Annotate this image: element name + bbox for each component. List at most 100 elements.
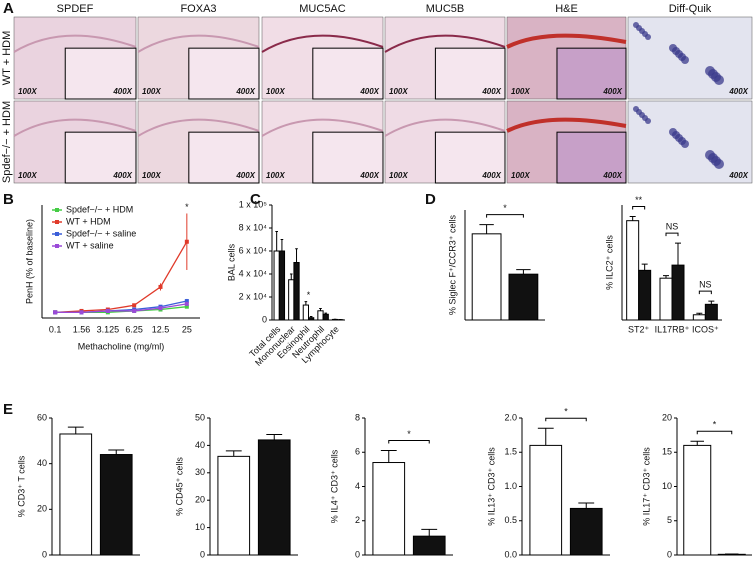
y-tick-label: 10 <box>662 481 672 491</box>
point <box>132 308 137 313</box>
point <box>105 308 110 313</box>
inset <box>434 131 506 184</box>
magnification: 100X <box>266 87 285 96</box>
bar <box>302 304 309 321</box>
magnification: 100X <box>266 171 285 180</box>
tissue <box>137 118 260 137</box>
magnification: 400X <box>359 171 379 180</box>
error-bar <box>289 273 293 280</box>
y-tick-label: 50 <box>195 412 205 422</box>
line <box>55 303 187 313</box>
y-tick-label: 20 <box>662 412 672 422</box>
magnification: 100X <box>18 171 37 180</box>
y-axis-title: % CD45⁺ cells <box>174 457 184 516</box>
y-tick-label: 0 <box>355 549 360 559</box>
tissue <box>137 34 260 53</box>
bar <box>659 277 673 321</box>
y-tick-label: 4 x 10⁴ <box>239 268 268 278</box>
x-tick-label: ICOS⁺ <box>692 324 719 334</box>
magnification: 400X <box>602 87 622 96</box>
y-tick-label: 40 <box>37 458 47 468</box>
magnification: 400X <box>112 171 132 180</box>
x-tick-label: ST2⁺ <box>628 324 650 334</box>
tissue <box>261 34 384 53</box>
y-tick-label: 1 x 10⁵ <box>239 199 268 209</box>
magnification: 400X <box>112 87 132 96</box>
column-header: MUC5AC <box>299 3 346 15</box>
x-tick-label: 3.125 <box>97 324 120 334</box>
bar <box>671 264 685 321</box>
magnification: 400X <box>728 87 748 96</box>
y-tick-label: 6 <box>355 447 360 457</box>
y-tick-label: 30 <box>195 467 205 477</box>
magnification: 400X <box>481 87 501 96</box>
y-tick-label: 1.0 <box>504 481 517 491</box>
bar <box>293 262 300 321</box>
bar <box>692 314 706 321</box>
point <box>184 304 189 309</box>
bracket <box>698 290 712 295</box>
bar <box>683 444 712 556</box>
y-tick-label: 5 <box>667 515 672 525</box>
inset <box>312 131 384 184</box>
bar <box>308 317 315 321</box>
bar <box>529 444 563 556</box>
y-axis-title: % ILC2⁺ cells <box>604 235 614 290</box>
tissue <box>261 118 384 137</box>
cell <box>714 75 724 85</box>
magnification: 400X <box>235 171 255 180</box>
annotation: * <box>307 290 311 300</box>
y-tick-label: 8 x 10⁴ <box>239 222 268 232</box>
inset <box>188 131 260 184</box>
annotation: * <box>185 202 189 212</box>
inset <box>434 47 506 100</box>
magnification: 400X <box>359 87 379 96</box>
point <box>158 284 163 289</box>
y-tick-label: 60 <box>37 412 47 422</box>
inset <box>312 47 384 100</box>
y-tick-label: 0 <box>262 314 267 324</box>
bar <box>99 454 133 556</box>
y-tick-label: 20 <box>37 504 47 514</box>
legend-label: Spdef−/− + saline <box>66 228 136 238</box>
magnification: 100X <box>142 171 161 180</box>
annotation: NS <box>699 280 712 290</box>
micrograph <box>627 100 753 184</box>
bracket <box>545 417 587 422</box>
bar <box>317 310 324 321</box>
error-bar <box>675 242 681 266</box>
y-tick-label: 15 <box>662 447 672 457</box>
x-tick-label: 12.5 <box>152 324 170 334</box>
magnification: 400X <box>235 87 255 96</box>
tissue <box>384 34 506 53</box>
bar <box>704 303 718 321</box>
error-bar <box>578 502 595 509</box>
x-tick-label: 1.56 <box>73 324 91 334</box>
y-axis-title: % Siglec F⁺/CCR3⁺ cells <box>447 214 457 315</box>
cell <box>681 56 689 64</box>
panel-label: C <box>250 191 261 208</box>
x-tick-label: 25 <box>182 324 192 334</box>
inset <box>556 131 627 184</box>
bar <box>322 313 329 321</box>
bracket <box>665 232 679 237</box>
bar <box>508 273 539 321</box>
annotation: NS <box>666 222 679 232</box>
y-axis-title: PenH (% of baseline) <box>24 219 34 304</box>
bar <box>257 439 291 556</box>
y-tick-label: 2 x 10⁴ <box>239 291 268 301</box>
panel-label: A <box>3 0 14 17</box>
cell <box>645 118 651 124</box>
y-axis-title: BAL cells <box>226 243 236 281</box>
column-header: SPDEF <box>57 3 94 15</box>
y-axis-title: % IL17⁺ CD3⁺ cells <box>641 447 651 526</box>
tissue <box>506 117 627 133</box>
bracket <box>632 206 646 210</box>
error-bar <box>225 450 242 457</box>
x-axis-title: Methacholine (mg/ml) <box>78 341 165 351</box>
annotation: ** <box>635 195 643 205</box>
bar <box>638 269 652 321</box>
panel-label: B <box>3 191 14 208</box>
magnification: 100X <box>511 87 530 96</box>
